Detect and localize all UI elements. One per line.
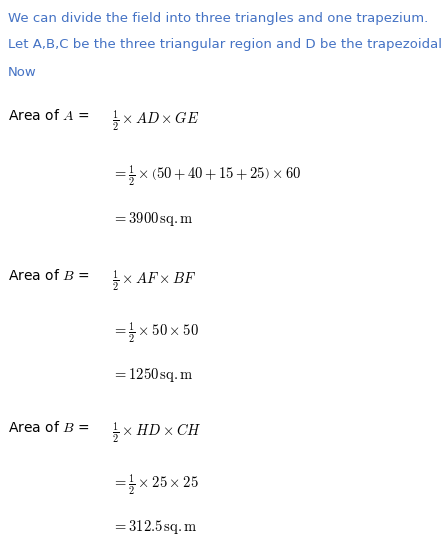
Text: We can divide the field into three triangles and one trapezium.: We can divide the field into three trian… [8, 12, 428, 25]
Text: Area of $B$ =: Area of $B$ = [8, 268, 90, 283]
Text: $= \frac{1}{2} \times 25 \times 25$: $= \frac{1}{2} \times 25 \times 25$ [112, 472, 199, 496]
Text: $= 312.5\,\mathrm{sq.m}$: $= 312.5\,\mathrm{sq.m}$ [112, 518, 198, 536]
Text: $= \frac{1}{2} \times 50 \times 50$: $= \frac{1}{2} \times 50 \times 50$ [112, 320, 199, 344]
Text: Now: Now [8, 66, 37, 79]
Text: Area of $B$ =: Area of $B$ = [8, 420, 90, 435]
Text: $= \frac{1}{2} \times \left(50 + 40 + 15 + 25\right) \times 60$: $= \frac{1}{2} \times \left(50 + 40 + 15… [112, 163, 301, 188]
Text: Let A,B,C be the three triangular region and D be the trapezoidal region.: Let A,B,C be the three triangular region… [8, 38, 446, 51]
Text: Area of $A$ =: Area of $A$ = [8, 108, 89, 123]
Text: $= 3900\,\mathrm{sq.m}$: $= 3900\,\mathrm{sq.m}$ [112, 210, 194, 228]
Text: $= 1250\,\mathrm{sq.m}$: $= 1250\,\mathrm{sq.m}$ [112, 366, 194, 384]
Text: $\frac{1}{2} \times HD \times CH$: $\frac{1}{2} \times HD \times CH$ [112, 420, 201, 444]
Text: $\frac{1}{2} \times AF \times BF$: $\frac{1}{2} \times AF \times BF$ [112, 268, 196, 292]
Text: $\frac{1}{2} \times AD \times GE$: $\frac{1}{2} \times AD \times GE$ [112, 108, 199, 132]
